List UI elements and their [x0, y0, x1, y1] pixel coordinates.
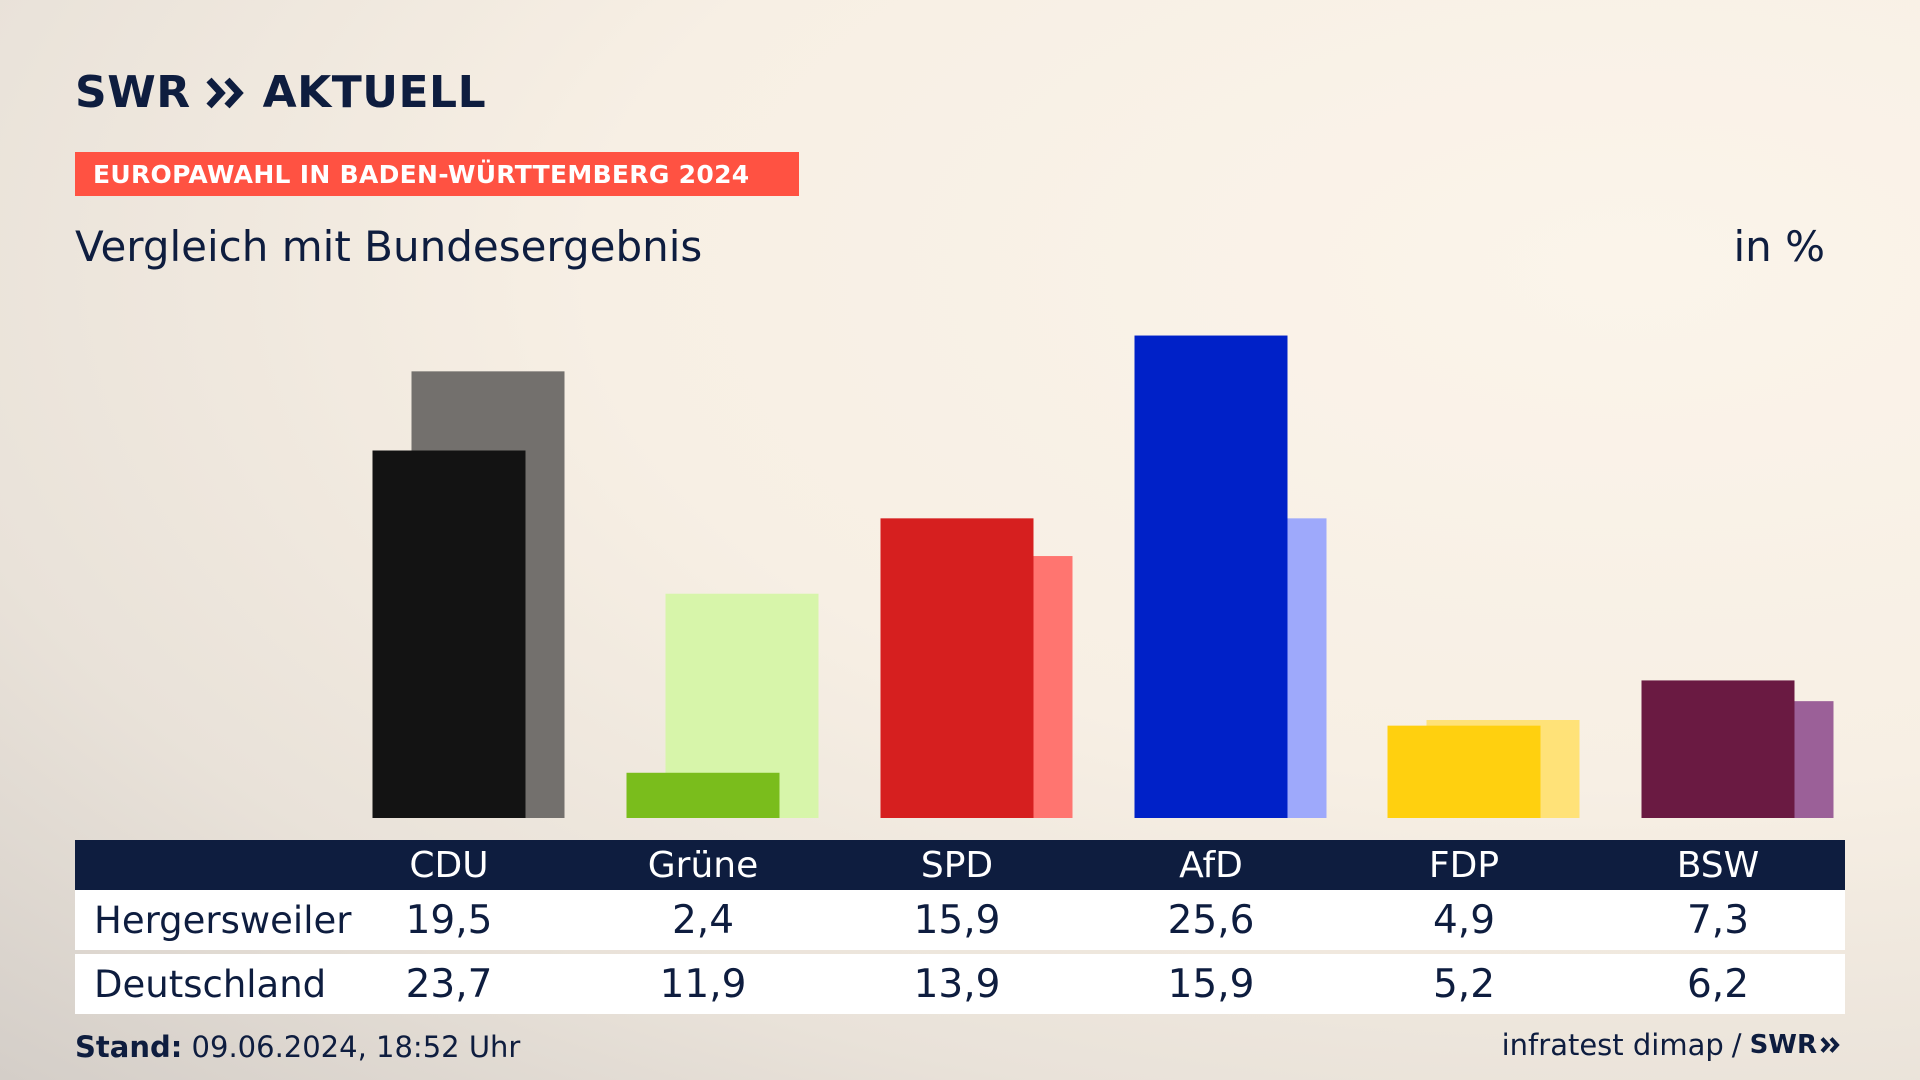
bar-local-fdp [1387, 725, 1541, 818]
double-chevron-icon [206, 77, 244, 109]
source-credit: infratest dimap / SWR [1502, 1028, 1842, 1062]
table-cell: 7,3 [1686, 897, 1750, 943]
table-cell: 6,2 [1686, 961, 1750, 1007]
table-cell: 25,6 [1167, 897, 1255, 943]
table-cell: 15,9 [913, 897, 1001, 943]
double-chevron-icon [1820, 1037, 1840, 1053]
table-row-local: Hergersweiler 19,5 2,4 15,9 25,6 4,9 7,3 [75, 890, 1845, 950]
source-text: infratest dimap [1501, 1028, 1724, 1062]
column-header-cdu: CDU [409, 844, 489, 886]
column-header-afd: AfD [1179, 844, 1243, 886]
table-cell: 2,4 [671, 897, 735, 943]
bar-local-spd [880, 518, 1034, 818]
table-row-national: Deutschland 23,7 11,9 13,9 15,9 5,2 6,2 [75, 954, 1845, 1014]
stand-label: Stand: [75, 1030, 183, 1064]
column-header-grüne: Grüne [647, 844, 759, 886]
swr-brand: SWR [1750, 1030, 1842, 1060]
bar-local-afd [1134, 335, 1288, 818]
logo-swr-text: SWR [75, 67, 191, 118]
unit-label: in % [1733, 222, 1825, 271]
separator: / [1731, 1028, 1742, 1062]
logo-aktuell-text: AKTUELL [262, 67, 487, 118]
bar-local-cdu [372, 450, 526, 818]
chart-subtitle: Vergleich mit Bundesergebnis [75, 222, 703, 271]
election-banner: EUROPAWAHL IN BADEN-WÜRTTEMBERG 2024 [75, 152, 799, 196]
column-header-spd: SPD [920, 844, 994, 886]
table-cell: 19,5 [405, 897, 493, 943]
table-cell: 23,7 [405, 961, 493, 1007]
table-header-row: CDU Grüne SPD AfD FDP BSW [75, 840, 1845, 890]
column-header-bsw: BSW [1676, 844, 1760, 886]
bar-local-grüne [626, 772, 780, 818]
table-cell: 13,9 [913, 961, 1001, 1007]
brand-text: SWR [1749, 1030, 1817, 1060]
results-table: CDU Grüne SPD AfD FDP BSW Hergersweiler 19,5 2… [75, 840, 1845, 1014]
row-label: Hergersweiler [94, 898, 352, 942]
swr-aktuell-logo: SWR AKTUELL [75, 68, 486, 118]
table-cell: 4,9 [1432, 897, 1496, 943]
stand-value: 09.06.2024, 18:52 Uhr [182, 1030, 521, 1064]
timestamp: Stand: 09.06.2024, 18:52 Uhr [75, 1030, 520, 1064]
column-header-fdp: FDP [1428, 844, 1500, 886]
row-label: Deutschland [94, 962, 327, 1006]
bar-local-bsw [1641, 680, 1795, 818]
table-cell: 5,2 [1432, 961, 1496, 1007]
table-cell: 11,9 [659, 961, 747, 1007]
table-cell: 15,9 [1167, 961, 1255, 1007]
